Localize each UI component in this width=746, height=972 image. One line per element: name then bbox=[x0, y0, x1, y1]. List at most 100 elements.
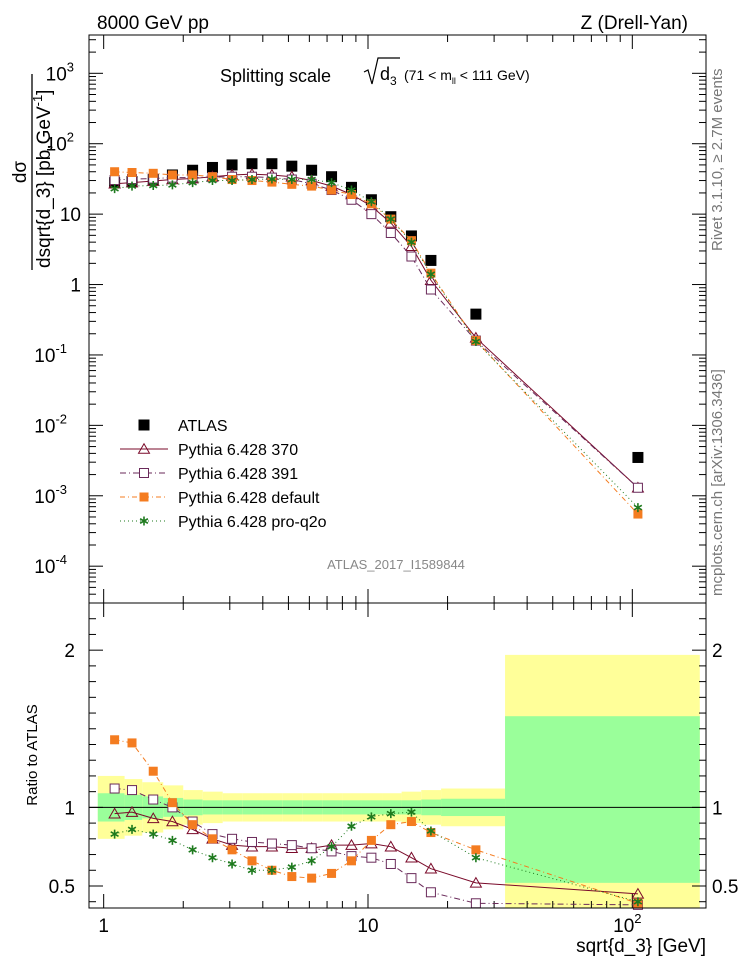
ratio-point bbox=[307, 873, 317, 883]
main-series-layer bbox=[108, 158, 645, 519]
ratio-point bbox=[385, 858, 396, 869]
y-tick-label: 10 bbox=[60, 205, 81, 226]
data-point bbox=[327, 178, 336, 188]
analysis-id-label: ATLAS_2017_I1589844 bbox=[327, 557, 465, 572]
data-point bbox=[367, 197, 376, 207]
ratio-y-tick-label: 2 bbox=[64, 641, 75, 662]
x-tick-label: 10 bbox=[357, 916, 378, 937]
ratio-point bbox=[148, 766, 158, 776]
data-point bbox=[127, 168, 137, 178]
legend-label: ATLAS bbox=[178, 418, 228, 435]
ratio-point bbox=[110, 829, 119, 839]
ratio-point bbox=[345, 838, 358, 850]
ratio-y-tick-label: 1 bbox=[64, 798, 75, 819]
series-line bbox=[114, 171, 639, 515]
data-point bbox=[633, 509, 643, 519]
x-tick-label: 102 bbox=[613, 911, 641, 937]
ratio-point bbox=[227, 859, 237, 869]
ratio-point bbox=[405, 851, 418, 863]
ratio-point bbox=[188, 845, 197, 855]
data-point bbox=[385, 227, 396, 238]
data-point bbox=[386, 214, 396, 224]
main-plot-title: Splitting scale bbox=[220, 66, 331, 86]
data-point bbox=[226, 159, 238, 171]
ratio-point bbox=[386, 820, 396, 830]
ratio-point bbox=[307, 856, 316, 866]
ratio-point bbox=[146, 812, 160, 824]
ratio-point bbox=[168, 835, 177, 845]
x-tick-label: 1 bbox=[98, 916, 109, 937]
y-tick-label: 10-2 bbox=[34, 411, 67, 437]
ratio-point bbox=[287, 862, 297, 872]
legend-marker bbox=[139, 516, 149, 526]
data-point bbox=[168, 180, 177, 190]
ratio-y-tick-label-right: 0.5 bbox=[712, 877, 738, 898]
ratio-point bbox=[346, 856, 356, 866]
ratio-point bbox=[208, 853, 217, 863]
legend-label: Pythia 6.428 default bbox=[178, 490, 320, 507]
ratio-plot: Ratio to ATLAS 0.5 0.5 1 1 2 2 bbox=[24, 602, 739, 910]
data-point bbox=[127, 181, 137, 191]
ratio-point bbox=[471, 845, 481, 855]
ratio-point bbox=[306, 843, 317, 854]
legend: ATLAS Pythia 6.428 370 Pythia 6.428 391 Pyt… bbox=[120, 418, 327, 531]
ratio-point bbox=[367, 812, 376, 822]
legend-entry: Pythia 6.428 pro-q2o bbox=[120, 514, 327, 531]
data-point bbox=[208, 176, 217, 186]
ratio-point bbox=[406, 873, 417, 884]
main-plot: Splitting scale d3 (71 < mll < 111 GeV) … bbox=[10, 34, 707, 604]
data-point bbox=[425, 284, 436, 295]
data-point bbox=[407, 237, 416, 247]
ratio-point bbox=[426, 826, 436, 836]
main-y-tick-labels: 10-4 10-3 10-2 10-1 1 10 102 103 bbox=[34, 59, 81, 578]
data-point bbox=[267, 174, 277, 184]
legend-marker bbox=[137, 442, 151, 454]
legend-marker bbox=[139, 492, 149, 502]
data-point bbox=[167, 170, 177, 180]
ratio-point bbox=[424, 862, 438, 874]
ratio-point bbox=[366, 835, 376, 845]
data-point bbox=[633, 503, 643, 513]
ratio-point bbox=[246, 836, 257, 847]
ratio-series-layer bbox=[108, 735, 645, 910]
data-point bbox=[426, 269, 436, 279]
ratio-y-tick-label: 0.5 bbox=[49, 877, 75, 898]
ratio-point bbox=[266, 838, 277, 849]
y-tick-label: 103 bbox=[46, 59, 74, 85]
ratio-y-tick-labels: 0.5 0.5 1 1 2 2 bbox=[49, 641, 739, 898]
ratio-point bbox=[188, 820, 198, 830]
main-plot-title-radicand: d3 bbox=[380, 64, 397, 88]
ratio-y-axis-label: Ratio to ATLAS bbox=[24, 704, 41, 805]
mcplots-source-label: mcplots.cern.ch [arXiv:1306.3436] bbox=[709, 369, 726, 596]
ratio-uncertainty-bands bbox=[97, 654, 700, 908]
data-point bbox=[227, 176, 237, 186]
data-point bbox=[470, 308, 482, 320]
ratio-point bbox=[247, 865, 257, 875]
ratio-point bbox=[247, 856, 257, 866]
ratio-point bbox=[127, 785, 138, 796]
data-point bbox=[188, 170, 198, 180]
ratio-point bbox=[366, 852, 377, 863]
ratio-point bbox=[327, 868, 337, 878]
ratio-point bbox=[471, 853, 481, 863]
y-tick-label: 10-3 bbox=[34, 482, 67, 508]
ratio-point bbox=[167, 798, 177, 808]
ratio-point bbox=[148, 829, 158, 839]
energy-label: 8000 GeV pp bbox=[97, 13, 209, 34]
data-point bbox=[366, 209, 377, 220]
y-tick-label: 10-1 bbox=[34, 341, 67, 367]
ratio-point bbox=[425, 887, 436, 898]
x-tick-labels: 1 10 102 bbox=[98, 911, 641, 937]
data-point bbox=[247, 175, 257, 185]
data-point bbox=[307, 181, 317, 191]
series-line bbox=[114, 173, 639, 489]
process-label: Z (Drell-Yan) bbox=[581, 13, 688, 34]
legend-label: Pythia 6.428 370 bbox=[178, 442, 298, 459]
data-point bbox=[347, 185, 356, 195]
x-axis-label: sqrt{d_3} [GeV] bbox=[576, 936, 706, 957]
ratio-point bbox=[127, 738, 137, 748]
data-point bbox=[266, 158, 278, 170]
sqrt-symbol bbox=[363, 57, 400, 85]
data-point bbox=[188, 178, 197, 188]
ratio-point bbox=[633, 897, 643, 907]
